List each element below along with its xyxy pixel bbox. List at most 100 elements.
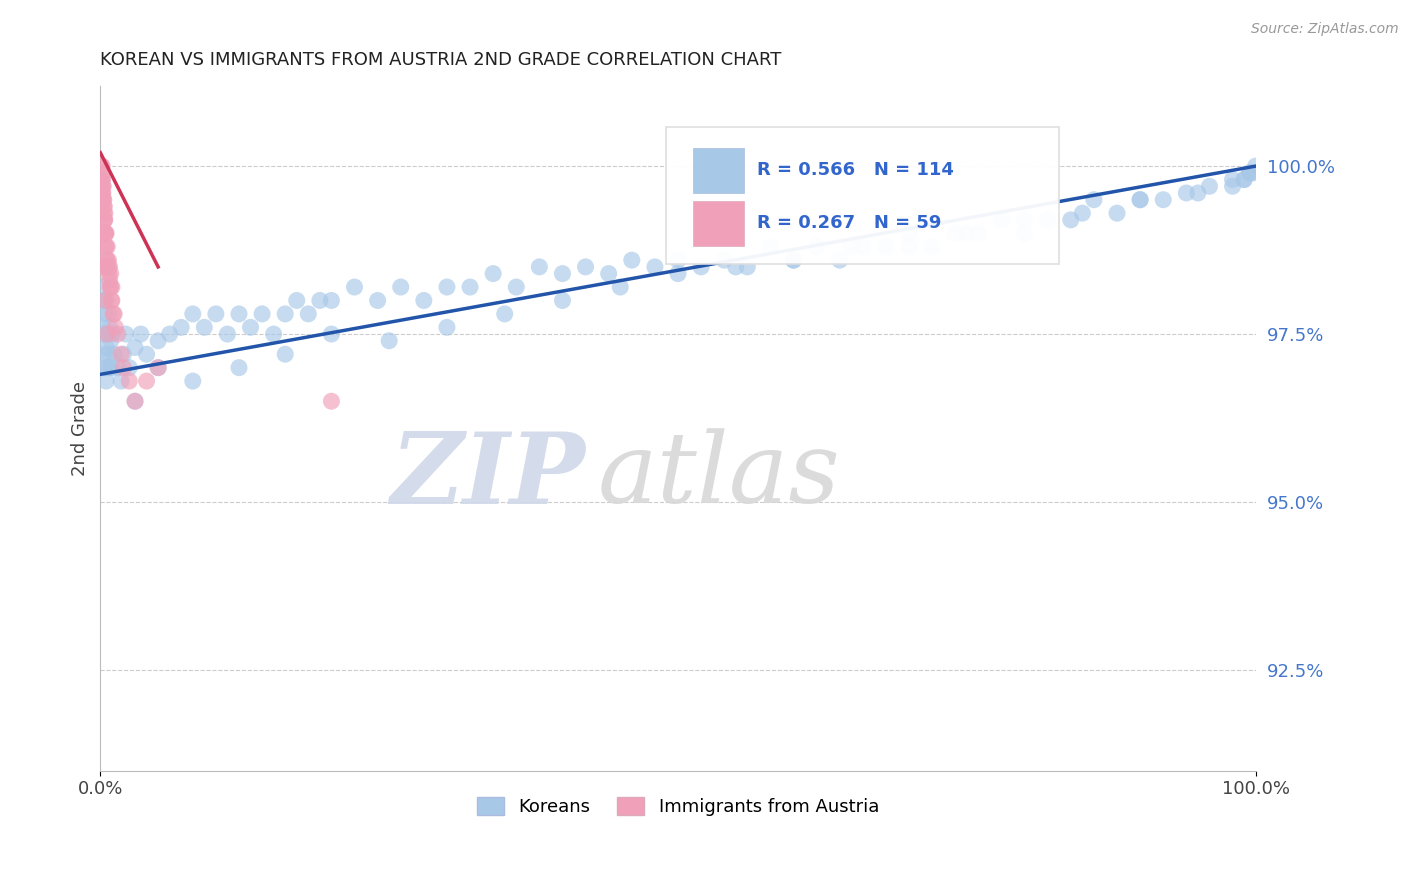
- Point: [1083, 193, 1105, 207]
- Point: [170, 320, 193, 334]
- Text: ZIP: ZIP: [391, 428, 585, 524]
- Point: [956, 227, 979, 241]
- Point: [93, 199, 115, 213]
- Point: [91, 179, 114, 194]
- Point: [1060, 212, 1083, 227]
- Point: [93, 206, 115, 220]
- Point: [91, 186, 114, 200]
- Point: [1105, 206, 1128, 220]
- Point: [644, 260, 666, 274]
- Point: [94, 293, 117, 308]
- Point: [100, 280, 122, 294]
- Point: [343, 280, 366, 294]
- Point: [96, 327, 118, 342]
- Point: [91, 260, 114, 274]
- Point: [1239, 166, 1261, 180]
- Point: [96, 253, 118, 268]
- Point: [97, 307, 120, 321]
- Point: [875, 240, 897, 254]
- Point: [1129, 193, 1152, 207]
- Point: [91, 186, 114, 200]
- Point: [1244, 159, 1267, 173]
- Point: [505, 280, 527, 294]
- Point: [782, 253, 804, 268]
- Point: [898, 227, 921, 241]
- Point: [103, 307, 125, 321]
- Point: [828, 253, 851, 268]
- Point: [1233, 172, 1256, 186]
- Point: [135, 347, 157, 361]
- Point: [98, 273, 121, 287]
- Point: [118, 374, 141, 388]
- Point: [806, 240, 828, 254]
- Point: [263, 327, 285, 342]
- Point: [97, 347, 120, 361]
- Text: R = 0.267   N = 59: R = 0.267 N = 59: [756, 213, 941, 232]
- Point: [274, 307, 297, 321]
- Point: [91, 172, 114, 186]
- Point: [94, 240, 117, 254]
- Point: [1222, 179, 1244, 194]
- Point: [217, 327, 239, 342]
- FancyBboxPatch shape: [693, 201, 744, 246]
- Point: [93, 212, 115, 227]
- Point: [91, 172, 114, 186]
- Point: [1014, 212, 1036, 227]
- Point: [103, 347, 125, 361]
- Legend: Koreans, Immigrants from Austria: Koreans, Immigrants from Austria: [470, 789, 886, 823]
- Point: [101, 360, 124, 375]
- Point: [1233, 172, 1256, 186]
- Point: [93, 212, 115, 227]
- Point: [285, 293, 308, 308]
- Text: R = 0.566   N = 114: R = 0.566 N = 114: [756, 161, 953, 178]
- Point: [101, 327, 124, 342]
- Text: atlas: atlas: [598, 428, 839, 524]
- Point: [146, 360, 169, 375]
- Point: [551, 293, 574, 308]
- Point: [93, 193, 115, 207]
- Point: [1222, 172, 1244, 186]
- Point: [609, 280, 631, 294]
- Point: [100, 267, 122, 281]
- Point: [129, 327, 152, 342]
- Point: [943, 227, 966, 241]
- Point: [181, 374, 204, 388]
- Point: [91, 280, 114, 294]
- Point: [458, 280, 481, 294]
- Text: Source: ZipAtlas.com: Source: ZipAtlas.com: [1251, 22, 1399, 37]
- Point: [98, 320, 121, 334]
- Point: [98, 267, 121, 281]
- Point: [90, 179, 112, 194]
- Point: [1187, 186, 1209, 200]
- FancyBboxPatch shape: [693, 148, 744, 193]
- Point: [94, 293, 117, 308]
- Point: [436, 280, 458, 294]
- Point: [990, 212, 1012, 227]
- Point: [321, 327, 343, 342]
- Point: [181, 307, 204, 321]
- Point: [494, 307, 516, 321]
- Point: [94, 260, 117, 274]
- Point: [100, 334, 122, 348]
- Point: [93, 347, 115, 361]
- Point: [93, 293, 115, 308]
- Point: [436, 320, 458, 334]
- Point: [124, 394, 146, 409]
- Point: [94, 227, 117, 241]
- Point: [1239, 166, 1261, 180]
- Point: [274, 347, 297, 361]
- Point: [1198, 179, 1220, 194]
- Point: [1036, 212, 1059, 227]
- Point: [94, 227, 117, 241]
- Point: [104, 320, 127, 334]
- Point: [98, 280, 121, 294]
- Point: [90, 159, 112, 173]
- Point: [159, 327, 181, 342]
- Point: [94, 227, 117, 241]
- Point: [97, 260, 120, 274]
- Point: [297, 307, 319, 321]
- Point: [724, 260, 747, 274]
- Point: [228, 360, 250, 375]
- Point: [93, 307, 115, 321]
- Point: [1175, 186, 1198, 200]
